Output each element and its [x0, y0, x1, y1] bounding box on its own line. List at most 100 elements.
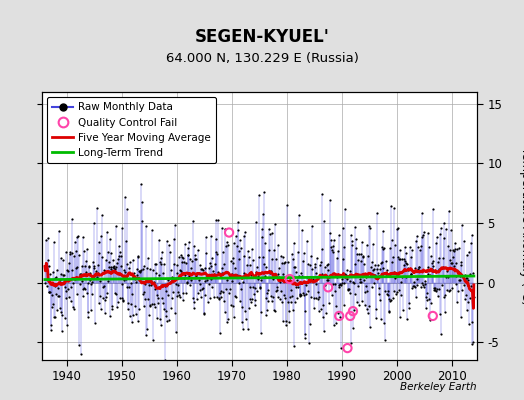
Point [407, 270, 416, 277]
Point [60, 272, 68, 278]
Point [451, 246, 459, 252]
Point [148, 300, 156, 307]
Point [424, 230, 433, 236]
Point [386, 298, 394, 304]
Point [350, 307, 358, 313]
Point [430, 287, 438, 294]
Point [391, 291, 400, 297]
Point [70, 253, 79, 260]
Point [256, 277, 265, 283]
Point [139, 263, 148, 269]
Point [166, 279, 174, 286]
Point [372, 306, 380, 312]
Point [458, 222, 466, 228]
Point [110, 262, 118, 269]
Point [381, 288, 389, 294]
Point [231, 293, 239, 300]
Point [79, 286, 87, 292]
Point [87, 281, 95, 288]
Point [50, 283, 59, 289]
Point [260, 240, 269, 246]
Point [353, 251, 361, 257]
Point [330, 322, 338, 328]
Point [458, 273, 467, 280]
Point [395, 287, 403, 294]
Point [367, 284, 376, 290]
Point [454, 288, 463, 294]
Point [276, 296, 285, 303]
Point [309, 278, 317, 284]
Point [308, 223, 316, 229]
Point [274, 242, 282, 248]
Point [371, 262, 379, 268]
Point [122, 276, 130, 282]
Point [439, 264, 447, 270]
Point [52, 307, 61, 314]
Point [152, 260, 160, 267]
Point [320, 328, 328, 334]
Point [136, 268, 145, 275]
Point [135, 306, 143, 312]
Point [72, 264, 80, 271]
Point [145, 312, 153, 318]
Point [358, 253, 367, 259]
Point [414, 264, 423, 271]
Point [346, 268, 354, 275]
Point [89, 220, 97, 227]
Point [464, 298, 473, 305]
Point [209, 273, 217, 279]
Point [271, 308, 279, 314]
Point [432, 240, 441, 246]
Point [395, 247, 403, 253]
Point [300, 335, 309, 341]
Point [319, 302, 327, 308]
Point [226, 258, 235, 264]
Point [281, 294, 289, 301]
Point [355, 301, 363, 308]
Point [144, 296, 152, 302]
Point [416, 268, 424, 275]
Point [237, 286, 245, 292]
Point [90, 263, 99, 269]
Point [194, 276, 203, 283]
Point [67, 266, 75, 273]
Point [368, 270, 377, 277]
Point [252, 269, 260, 275]
Point [185, 256, 194, 262]
Point [352, 245, 360, 252]
Point [122, 238, 130, 244]
Point [333, 310, 342, 316]
Point [364, 253, 373, 260]
Point [134, 254, 142, 260]
Point [229, 255, 237, 262]
Point [54, 284, 62, 291]
Point [259, 254, 267, 261]
Point [347, 242, 356, 248]
Point [209, 267, 217, 274]
Point [336, 282, 345, 288]
Point [186, 281, 194, 288]
Point [460, 282, 468, 288]
Point [420, 229, 428, 235]
Point [353, 299, 362, 306]
Point [103, 290, 112, 296]
Point [438, 282, 446, 288]
Point [238, 326, 247, 332]
Point [119, 277, 128, 284]
Point [420, 284, 429, 290]
Point [170, 261, 178, 267]
Point [88, 291, 96, 297]
Point [183, 280, 191, 286]
Point [230, 240, 238, 246]
Point [100, 267, 108, 273]
Point [267, 292, 275, 299]
Point [137, 267, 146, 274]
Point [444, 208, 453, 214]
Point [64, 286, 72, 292]
Y-axis label: Temperature Anomaly (°C): Temperature Anomaly (°C) [519, 147, 524, 305]
Point [415, 264, 423, 270]
Point [308, 266, 316, 272]
Point [239, 279, 247, 286]
Point [60, 284, 69, 291]
Point [172, 281, 180, 288]
